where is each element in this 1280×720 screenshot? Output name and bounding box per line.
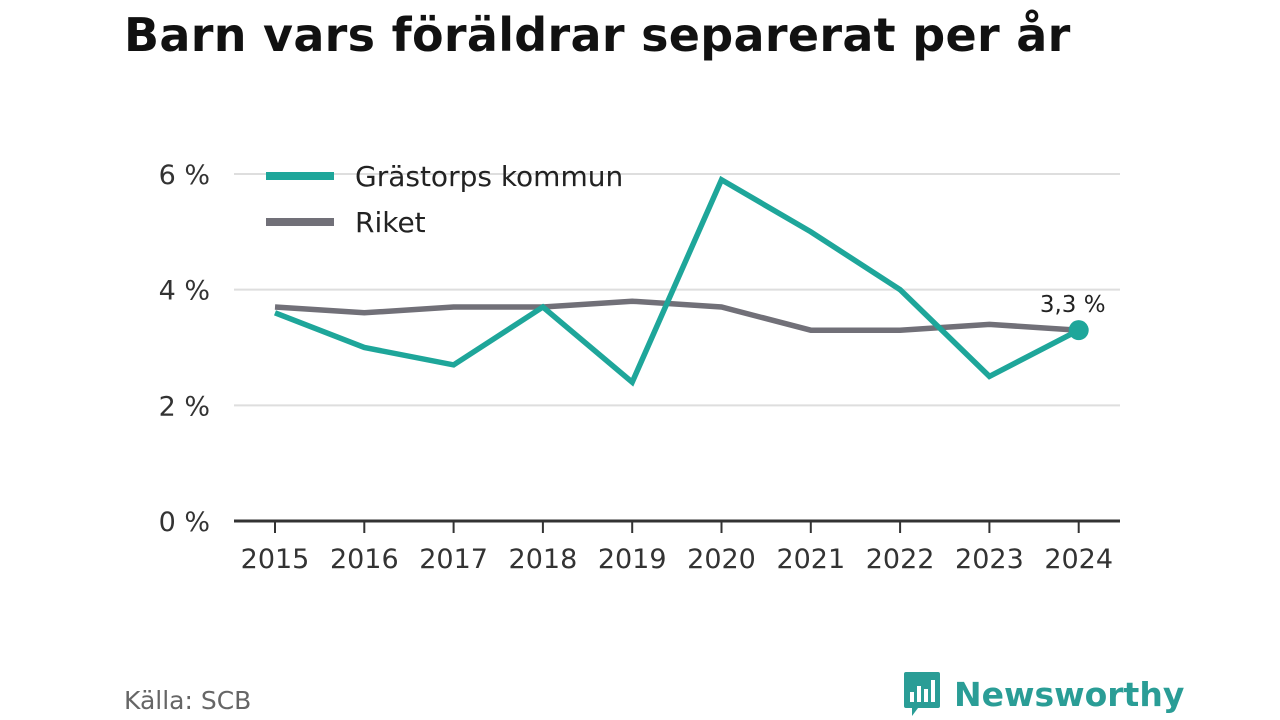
annotations: 3,3 % <box>1037 290 1108 341</box>
x-axis <box>234 519 1120 533</box>
y-tick-label: 0 % <box>159 507 210 538</box>
series-line-gr-storps-kommun <box>274 175 1080 387</box>
brand-name: Newsworthy <box>954 674 1185 714</box>
chart-title: Barn vars föräldrar separerat per år <box>124 8 1071 62</box>
x-tick-label: 2023 <box>955 544 1024 575</box>
legend: Grästorps kommun Riket <box>266 160 623 239</box>
x-tick-label: 2020 <box>687 544 756 575</box>
y-axis-labels: 0 % 2 % 4 % 6 % <box>159 160 210 538</box>
x-tick-label: 2017 <box>419 544 488 575</box>
x-tick-label: 2018 <box>509 544 578 575</box>
x-tick-label: 2019 <box>598 544 667 575</box>
x-tick-label: 2016 <box>330 544 399 575</box>
end-point-marker <box>1068 320 1089 341</box>
x-axis-labels: 2015 2016 2017 2018 2019 2020 2021 2022 2023 2024 <box>241 544 1113 575</box>
legend-label: Grästorps kommun <box>355 160 623 193</box>
source-label: Källa: SCB <box>124 686 252 715</box>
y-tick-label: 4 % <box>159 276 210 307</box>
brand-logo: Newsworthy <box>902 670 1184 718</box>
gridlines <box>234 173 1120 407</box>
series-line-riket <box>274 298 1079 333</box>
x-tick-label: 2024 <box>1044 544 1113 575</box>
bar-chart-speech-bubble-icon <box>904 672 940 716</box>
x-tick-label: 2015 <box>241 544 310 575</box>
y-tick-label: 2 % <box>159 391 210 422</box>
x-tick-label: 2021 <box>776 544 845 575</box>
y-tick-label: 6 % <box>159 160 210 191</box>
series-lines <box>274 175 1080 387</box>
x-tick-label: 2022 <box>866 544 935 575</box>
legend-label: Riket <box>355 206 426 239</box>
end-point-label: 3,3 % <box>1040 292 1106 318</box>
